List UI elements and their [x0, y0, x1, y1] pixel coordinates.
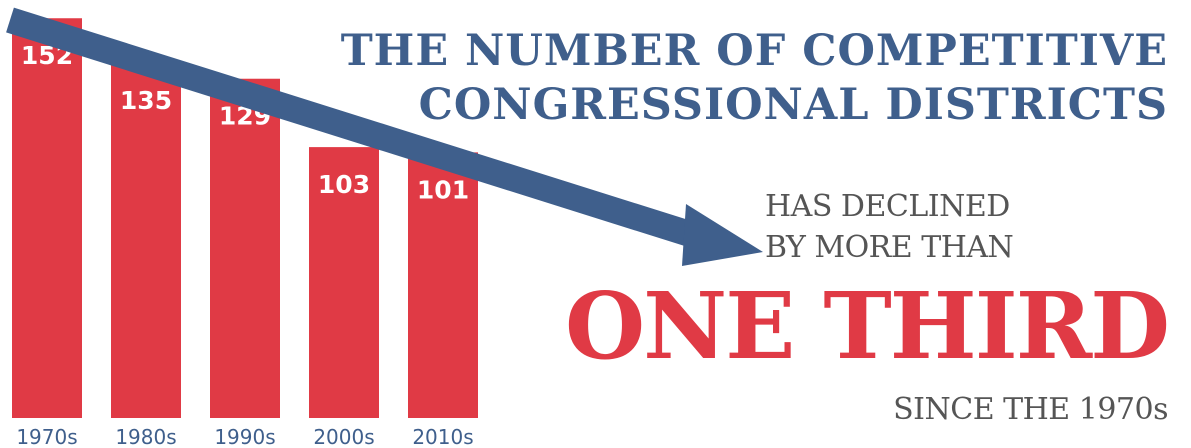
trend-arrow-shaft: [6, 7, 716, 254]
subtext-line-1: HAS DECLINED: [765, 189, 1010, 224]
bar-value-label: 135: [120, 86, 172, 115]
headline-line-1: THE NUMBER OF COMPETITIVE: [340, 26, 1168, 76]
category-label: 1980s: [115, 425, 176, 448]
headline-line-2: CONGRESSIONAL DISTRICTS: [418, 80, 1168, 130]
bar-1970s: [12, 18, 82, 419]
bar-2000s: [309, 147, 379, 419]
category-label: 1990s: [214, 425, 275, 448]
bar-1980s: [111, 62, 181, 418]
category-label: 2000s: [313, 425, 374, 448]
subtext-line-2: BY MORE THAN: [765, 230, 1014, 265]
highlight-text: ONE THIRD: [564, 272, 1170, 380]
category-label: 1970s: [16, 425, 77, 448]
bar-value-label: 103: [318, 170, 370, 199]
bar-1990s: [210, 78, 280, 418]
since-text: SINCE THE 1970s: [893, 392, 1168, 427]
bar-2010s: [408, 152, 478, 418]
trend-arrow-head: [682, 204, 763, 266]
trend-arrow: [6, 7, 763, 266]
category-label: 2010s: [412, 425, 473, 448]
bar-value-label: 101: [417, 175, 469, 204]
